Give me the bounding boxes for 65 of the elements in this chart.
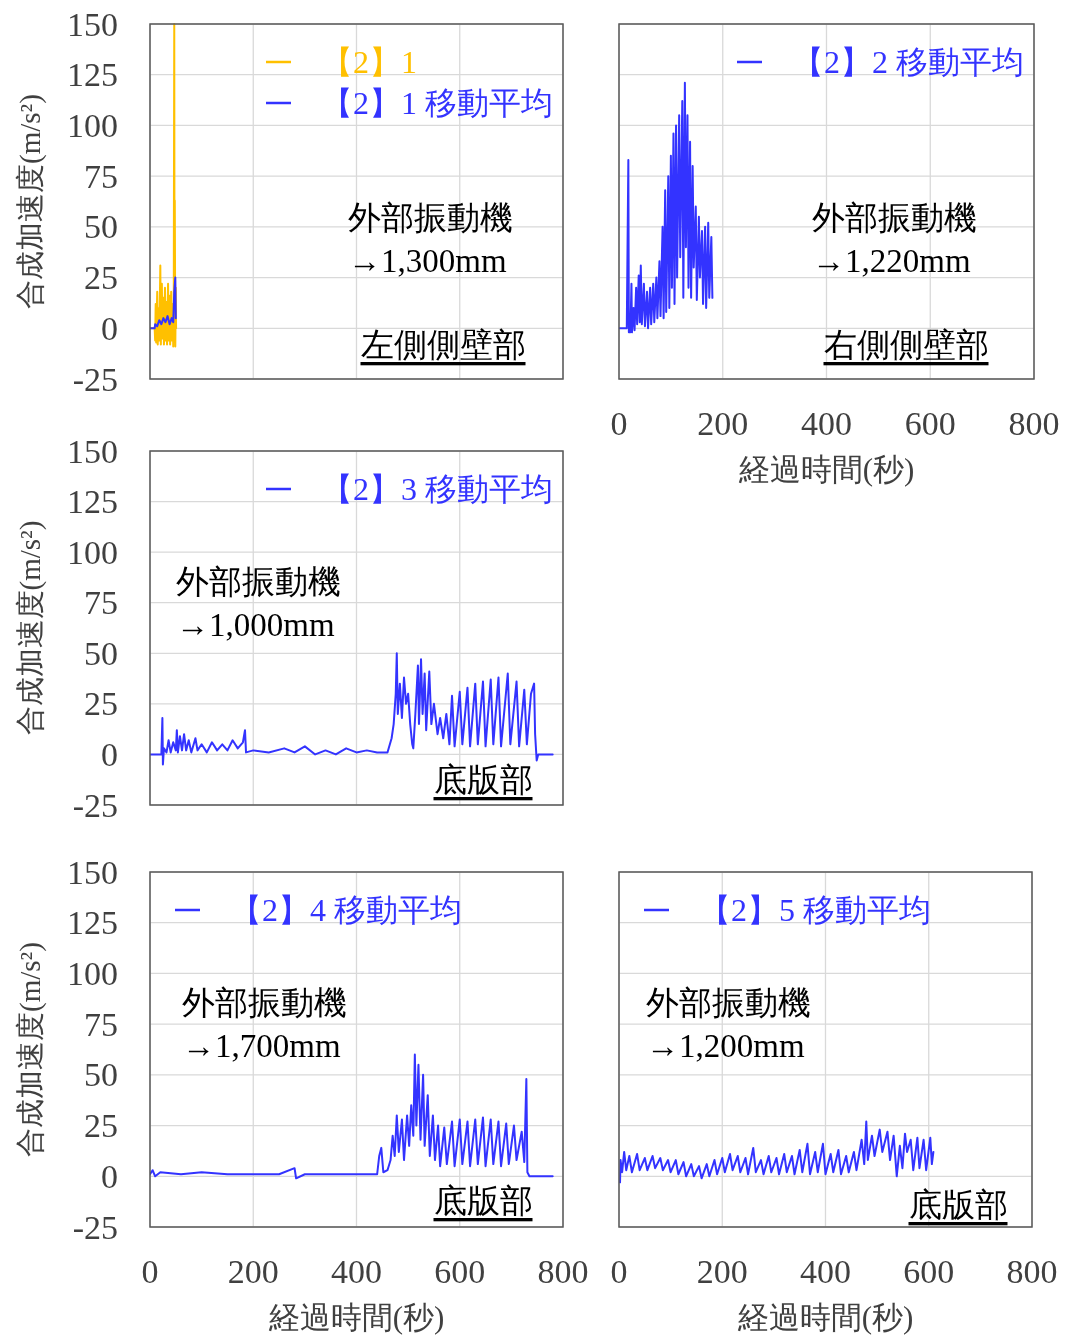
y-tick-label: 125 (67, 56, 118, 94)
legend-label: 【2】4 移動平均 (230, 892, 462, 928)
x-tick-label: 800 (1008, 404, 1060, 442)
y-tick-label: 150 (67, 5, 118, 43)
x-tick-label: 200 (227, 1252, 279, 1290)
legend: 【2】3 移動平均 (266, 471, 553, 507)
y-tick-label: 150 (67, 432, 118, 470)
annotation: 外部振動機 →1,300mm (348, 200, 513, 279)
annotation: 底版部 (908, 1187, 1008, 1223)
x-tick-label: 200 (696, 1252, 748, 1290)
y-tick-label: -25 (72, 786, 118, 824)
legend: 【2】5 移動平均 (644, 892, 931, 928)
y-tick-label: -25 (72, 1208, 118, 1246)
x-tick-label: 0 (141, 1252, 159, 1290)
x-axis-title: 経過時間(秒) (267, 1299, 445, 1335)
y-axis-title: 合成加速度(m/s²) (14, 520, 47, 736)
y-tick-label: 0 (101, 735, 118, 773)
y-tick-label: 100 (67, 106, 118, 144)
y-tick-label: 0 (101, 309, 118, 347)
legend-label: 【2】3 移動平均 (321, 471, 553, 507)
annotation: 外部振動機 →1,200mm (646, 985, 811, 1064)
x-tick-label: 400 (801, 404, 852, 442)
legend-label: 【2】1 (321, 44, 417, 80)
y-axis-title: 合成加速度(m/s²) (14, 942, 47, 1157)
x-tick-label: 400 (800, 1252, 851, 1290)
legend-label: 【2】2 移動平均 (792, 44, 1024, 80)
y-tick-label: 50 (84, 1056, 118, 1094)
y-tick-label: -25 (72, 360, 118, 398)
y-tick-label: 75 (84, 1005, 118, 1043)
x-tick-label: 600 (434, 1252, 486, 1290)
y-tick-label: 50 (84, 634, 118, 672)
x-tick-label: 400 (331, 1252, 382, 1290)
y-tick-label: 125 (67, 483, 118, 521)
annotation: 外部振動機 →1,700mm (182, 985, 347, 1064)
x-tick-label: 200 (697, 404, 749, 442)
y-tick-label: 100 (67, 954, 118, 992)
y-tick-label: 150 (67, 853, 118, 891)
y-tick-label: 75 (84, 157, 118, 195)
legend: 【2】4 移動平均 (175, 892, 462, 928)
y-tick-label: 75 (84, 584, 118, 622)
y-tick-label: 50 (84, 208, 118, 246)
legend: 【2】2 移動平均 (737, 44, 1024, 80)
x-tick-label: 0 (610, 404, 628, 442)
x-axis-title: 経過時間(秒) (736, 1299, 914, 1335)
x-tick-label: 800 (537, 1252, 589, 1290)
annotation: 左側側壁部 (360, 327, 526, 363)
annotation: 底版部 (433, 1183, 533, 1219)
annotation: 外部振動機 →1,000mm (176, 564, 341, 643)
x-tick-label: 0 (610, 1252, 628, 1290)
y-tick-label: 0 (101, 1157, 118, 1195)
y-tick-label: 100 (67, 533, 118, 571)
y-axis-title: 合成加速度(m/s²) (14, 94, 47, 309)
annotation: 底版部 (433, 762, 533, 798)
x-tick-label: 600 (904, 404, 956, 442)
legend-label: 【2】5 移動平均 (699, 892, 931, 928)
y-tick-label: 25 (84, 259, 118, 297)
y-tick-label: 125 (67, 904, 118, 942)
x-tick-label: 600 (903, 1252, 955, 1290)
annotation: 右側側壁部 (823, 327, 989, 363)
legend-label: 【2】1 移動平均 (321, 85, 553, 121)
y-tick-label: 25 (84, 1107, 118, 1145)
y-tick-label: 25 (84, 685, 118, 723)
x-tick-label: 800 (1006, 1252, 1058, 1290)
annotation: 外部振動機 →1,220mm (812, 200, 977, 279)
x-axis-title: 経過時間(秒) (737, 451, 915, 487)
